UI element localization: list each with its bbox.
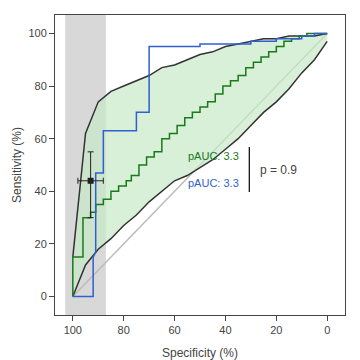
svg-text:Sensitivity (%): Sensitivity (%) (10, 127, 24, 203)
svg-text:0: 0 (324, 324, 330, 336)
svg-text:60: 60 (35, 133, 47, 145)
svg-text:40: 40 (219, 324, 231, 336)
svg-text:100: 100 (64, 324, 82, 336)
svg-text:20: 20 (35, 238, 47, 250)
svg-text:pAUC: 3.3: pAUC: 3.3 (188, 177, 239, 189)
svg-text:p = 0.9: p = 0.9 (260, 163, 297, 177)
svg-text:Specificity (%): Specificity (%) (162, 346, 238, 360)
svg-text:60: 60 (168, 324, 180, 336)
svg-text:20: 20 (270, 324, 282, 336)
svg-text:40: 40 (35, 185, 47, 197)
svg-text:pAUC: 3.3: pAUC: 3.3 (188, 150, 239, 162)
svg-text:80: 80 (35, 80, 47, 92)
svg-text:0: 0 (41, 290, 47, 302)
svg-text:100: 100 (28, 27, 46, 39)
svg-text:80: 80 (118, 324, 130, 336)
